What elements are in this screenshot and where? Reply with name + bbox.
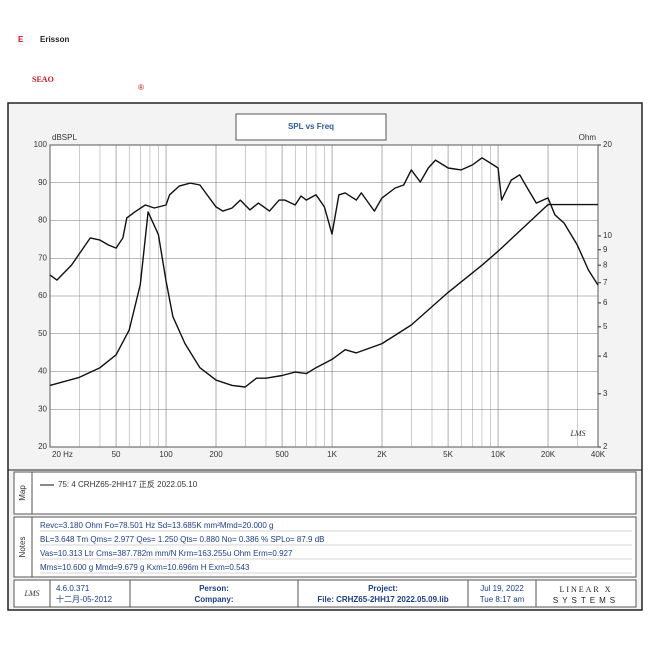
map-label: Map: [18, 485, 27, 501]
x-tick-label: 200: [209, 450, 223, 459]
notes: Revc=3.180 Ohm Fo=78.501 Hz Sd=13.685K m…: [40, 521, 632, 574]
note-line: BL=3.648 Tm Qms= 2.977 Qes= 1.250 Qts= 0…: [40, 535, 324, 544]
x-tick-label: 20K: [541, 450, 556, 459]
y-tick-label: 40: [38, 367, 47, 376]
y2-tick-label: 6: [603, 298, 608, 307]
person: Person:: [199, 584, 229, 593]
logo-brand: Erisson: [40, 35, 69, 44]
y-tick-label: 60: [38, 291, 47, 300]
map-entry: 75: 4 CRHZ65-2HH17 正反 2022.05.10: [58, 479, 198, 489]
chart-title: SPL vs Freq: [288, 122, 334, 131]
y-tick-label: 80: [38, 216, 47, 225]
note-line: Vas=10.313 Ltr Cms=387.782m mm/N Krm=163…: [40, 549, 293, 558]
x-tick-label: 40K: [591, 450, 606, 459]
note-line: Mms=10.600 g Mmd=9.679 g Kxm=10.696m H E…: [40, 563, 250, 572]
y-tick-label: 90: [38, 178, 47, 187]
logo-reg: ®: [138, 83, 144, 92]
footer-logo: LMS: [23, 589, 39, 598]
x-tick-label: 100: [159, 450, 173, 459]
date: Jul 19, 2022: [480, 584, 524, 593]
y2-tick-label: 2: [603, 442, 608, 451]
file: File: CRHZ65-2HH17 2022.05.09.lib: [317, 595, 448, 604]
logo-e: E: [18, 35, 24, 44]
y2-tick-label: 5: [603, 322, 608, 331]
watermark: LMS: [569, 429, 585, 438]
x-tick-label: 500: [275, 450, 289, 459]
y2-tick-label: 8: [603, 260, 608, 269]
footer-brand: LINEAR X: [559, 585, 612, 594]
x-tick-label: 1K: [327, 450, 337, 459]
y-tick-label: 20: [38, 442, 47, 451]
y2-tick-label: 9: [603, 245, 608, 254]
footer-brand-sub: SYSTEMS: [553, 596, 619, 605]
footer: [13, 579, 637, 608]
plot: 20 Hz 50 100 200 500 1K 2K 5K 10K 20K 40K 20 30 40 50 6…: [34, 140, 613, 459]
y2-tick-label: 3: [603, 389, 608, 398]
logo-brand2: SEAO: [32, 75, 54, 84]
version: 4.6.0.371: [56, 584, 90, 593]
title-box: [235, 113, 387, 141]
note-line: Revc=3.180 Ohm Fo=78.501 Hz Sd=13.685K m…: [40, 521, 273, 530]
y-tick-label: 50: [38, 329, 47, 338]
series-line: [49, 203, 598, 388]
map-panel: [13, 471, 637, 515]
y2-tick-label: 7: [603, 278, 608, 287]
y-axis-label: dBSPL: [52, 133, 77, 142]
notes-label: Notes: [18, 537, 27, 558]
build: 十二月-05-2012: [56, 594, 113, 604]
company: Company:: [194, 595, 233, 604]
notes-panel: [13, 516, 637, 578]
time: Tue 8:17 am: [480, 595, 525, 604]
x-tick-label: 50: [112, 450, 121, 459]
y2-tick-label: 4: [603, 351, 608, 360]
y2-axis-label: Ohm: [579, 133, 597, 142]
x-tick-label: 20 Hz: [52, 450, 73, 459]
x-tick-label: 2K: [377, 450, 387, 459]
x-tick-label: 10K: [491, 450, 506, 459]
y-tick-label: 100: [34, 140, 48, 149]
project: Project:: [368, 584, 398, 593]
series-line: [49, 157, 599, 286]
y2-tick-label: 20: [603, 140, 612, 149]
y-tick-label: 30: [38, 404, 47, 413]
y-tick-label: 70: [38, 253, 47, 262]
x-tick-label: 5K: [443, 450, 453, 459]
y2-tick-label: 10: [603, 231, 612, 240]
